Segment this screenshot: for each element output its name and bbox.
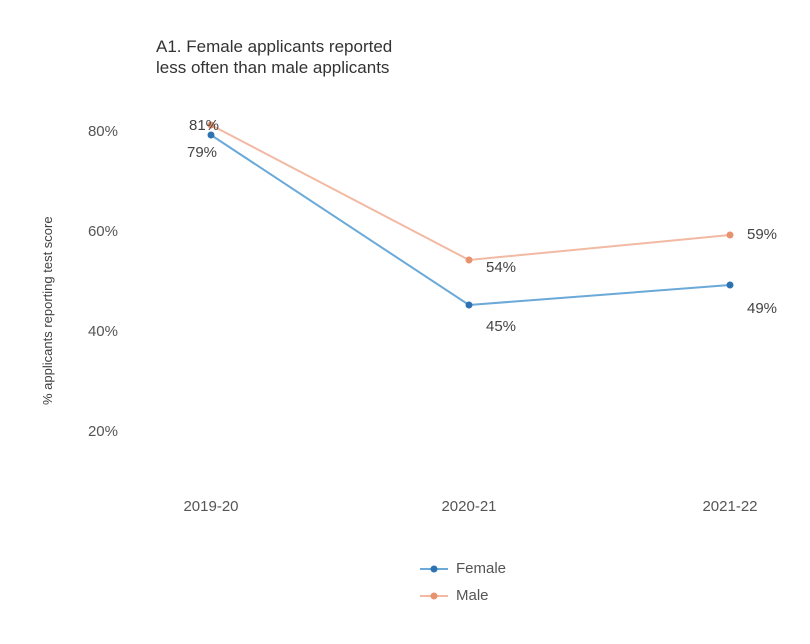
legend-item-female: Female: [420, 560, 506, 577]
plot-area: [0, 0, 810, 644]
legend: Female Male: [420, 560, 506, 614]
chart-container: A1. Female applicants reported less ofte…: [0, 0, 810, 644]
data-label-male-1: 54%: [486, 259, 516, 276]
legend-swatch-female: [420, 564, 448, 574]
legend-item-male: Male: [420, 587, 506, 604]
data-label-male-2: 59%: [747, 226, 777, 243]
legend-label-male: Male: [456, 587, 489, 604]
legend-swatch-male: [420, 591, 448, 601]
data-label-female-0: 79%: [187, 144, 217, 161]
data-label-female-2: 49%: [747, 300, 777, 317]
legend-label-female: Female: [456, 560, 506, 577]
data-label-male-0: 81%: [189, 117, 219, 134]
data-label-female-1: 45%: [486, 318, 516, 335]
